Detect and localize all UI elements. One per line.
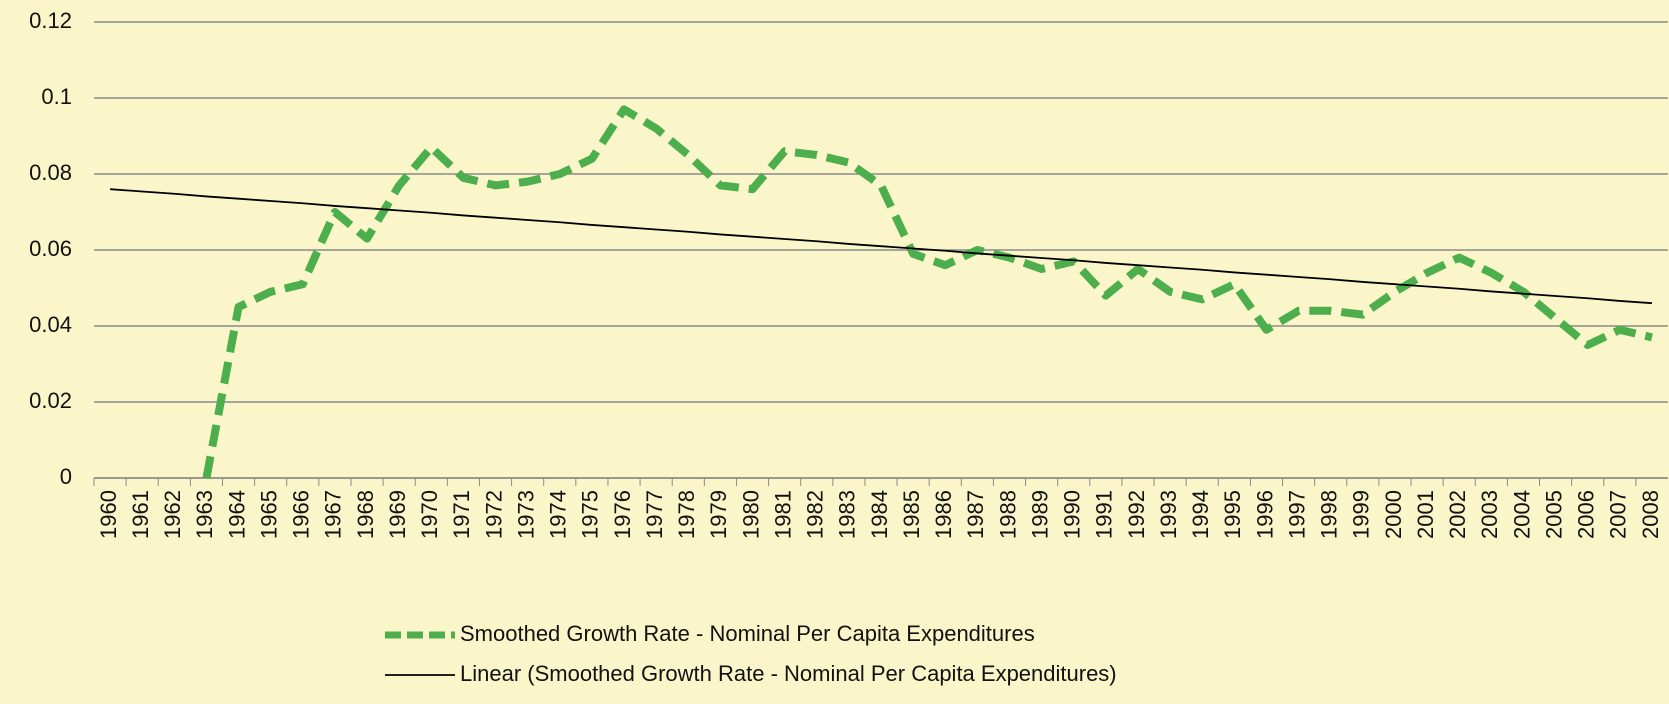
x-tick-label: 1999 <box>1349 490 1374 539</box>
x-tick-label: 1996 <box>1252 490 1277 539</box>
x-tick-label: 1979 <box>706 490 731 539</box>
y-tick-label: 0.08 <box>29 160 72 185</box>
x-tick-label: 1967 <box>321 490 346 539</box>
y-tick-label: 0.04 <box>29 312 72 337</box>
x-tick-label: 1990 <box>1060 490 1085 539</box>
x-tick-label: 1969 <box>385 490 410 539</box>
x-tick-label: 1995 <box>1220 490 1245 539</box>
x-tick-label: 1985 <box>899 490 924 539</box>
x-tick-label: 1970 <box>417 490 442 539</box>
x-tick-label: 2005 <box>1541 490 1566 539</box>
legend-label: Smoothed Growth Rate - Nominal Per Capit… <box>460 621 1035 646</box>
x-tick-label: 1968 <box>353 490 378 539</box>
x-tick-label: 1982 <box>803 490 828 539</box>
y-tick-label: 0.12 <box>29 8 72 33</box>
x-tick-label: 2006 <box>1574 490 1599 539</box>
x-tick-label: 1997 <box>1284 490 1309 539</box>
x-tick-label: 1966 <box>289 490 314 539</box>
x-tick-label: 2000 <box>1381 490 1406 539</box>
x-tick-label: 1983 <box>835 490 860 539</box>
x-tick-label: 2004 <box>1509 490 1534 539</box>
x-tick-label: 1984 <box>867 490 892 539</box>
x-tick-label: 1986 <box>931 490 956 539</box>
x-tick-label: 1991 <box>1092 490 1117 539</box>
x-tick-label: 1963 <box>192 490 217 539</box>
legend-label: Linear (Smoothed Growth Rate - Nominal P… <box>460 661 1117 686</box>
series-line <box>202 105 1653 479</box>
x-tick-label: 1971 <box>449 490 474 539</box>
x-tick-label: 1994 <box>1188 490 1213 539</box>
x-tick-label: 1998 <box>1317 490 1342 539</box>
x-tick-label: 1972 <box>481 490 506 539</box>
x-tick-label: 1973 <box>513 490 538 539</box>
x-tick-label: 2002 <box>1445 490 1470 539</box>
x-tick-label: 1993 <box>1156 490 1181 539</box>
x-tick-label: 1978 <box>674 490 699 539</box>
x-tick-label: 1965 <box>256 490 281 539</box>
x-tick-label: 1987 <box>963 490 988 539</box>
x-tick-label: 2008 <box>1638 490 1663 539</box>
x-tick-label: 1989 <box>1027 490 1052 539</box>
x-tick-label: 1961 <box>128 490 153 539</box>
x-tick-label: 1981 <box>770 490 795 539</box>
x-tick-label: 1974 <box>546 490 571 539</box>
x-tick-label: 2007 <box>1606 490 1631 539</box>
x-tick-label: 1964 <box>224 490 249 539</box>
x-tick-label: 1960 <box>96 490 121 539</box>
series-line <box>109 188 1653 305</box>
x-tick-label: 1975 <box>578 490 603 539</box>
x-tick-label: 1988 <box>995 490 1020 539</box>
y-tick-label: 0.1 <box>41 84 72 109</box>
x-tick-label: 1980 <box>738 490 763 539</box>
x-tick-label: 1977 <box>642 490 667 539</box>
y-tick-label: 0.06 <box>29 236 72 261</box>
y-tick-label: 0 <box>60 464 72 489</box>
x-tick-label: 1992 <box>1124 490 1149 539</box>
x-tick-label: 2001 <box>1413 490 1438 539</box>
x-tick-label: 2003 <box>1477 490 1502 539</box>
y-tick-label: 0.02 <box>29 388 72 413</box>
x-tick-label: 1976 <box>610 490 635 539</box>
x-tick-label: 1962 <box>160 490 185 539</box>
